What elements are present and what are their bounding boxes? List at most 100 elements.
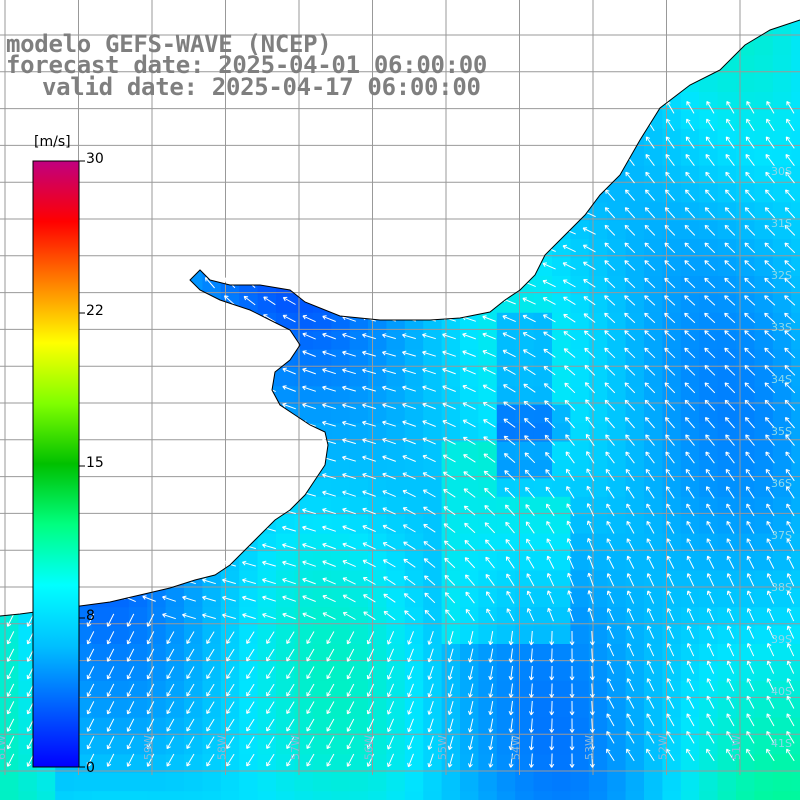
wind-arrow	[387, 718, 395, 733]
wind-arrow	[604, 330, 616, 341]
speed-cell	[478, 754, 498, 774]
wind-arrow	[202, 613, 216, 620]
wind-arrow	[382, 472, 396, 480]
wind-arrow	[246, 631, 255, 644]
wind-arrow	[606, 730, 615, 744]
speed-cell	[533, 478, 553, 498]
wind-arrow	[564, 399, 576, 411]
wind-arrow	[746, 503, 755, 517]
speed-cell	[368, 772, 387, 792]
speed-cell	[699, 552, 719, 571]
wind-arrow	[326, 648, 335, 662]
speed-cell	[588, 349, 608, 369]
speed-cell	[110, 772, 130, 792]
wind-arrow	[664, 330, 676, 341]
wind-arrow	[362, 577, 376, 585]
wind-arrow	[286, 753, 295, 767]
speed-cell	[349, 423, 369, 443]
wind-arrow	[624, 242, 636, 254]
speed-cell	[570, 515, 590, 535]
wind-arrow	[443, 489, 456, 498]
wind-arrow	[282, 525, 296, 532]
wind-arrow	[545, 451, 555, 464]
wind-arrow	[645, 434, 655, 446]
wind-arrow	[746, 607, 755, 622]
wind-arrow	[706, 713, 715, 727]
speed-cell	[588, 772, 608, 792]
speed-cell	[478, 607, 498, 627]
speed-cell	[460, 791, 479, 800]
wind-arrow	[382, 437, 396, 445]
wind-arrow	[266, 648, 275, 662]
wind-arrow	[382, 385, 396, 392]
speed-cell	[92, 680, 111, 700]
speed-cell	[644, 533, 663, 553]
speed-cell	[717, 404, 737, 424]
wind-arrow	[704, 312, 716, 324]
wind-arrow	[564, 365, 576, 376]
wind-arrow	[266, 683, 275, 697]
wind-arrow	[387, 683, 395, 698]
speed-cell	[202, 791, 222, 800]
speed-cell	[772, 184, 792, 203]
wind-arrow	[604, 382, 616, 394]
speed-cell	[147, 662, 167, 682]
wind-arrow	[666, 660, 675, 674]
wind-arrow	[528, 753, 534, 768]
speed-cell	[772, 202, 792, 222]
speed-cell	[533, 717, 553, 737]
wind-arrow	[665, 154, 675, 166]
wind-arrow	[706, 503, 715, 517]
speed-cell	[404, 736, 424, 755]
speed-cell	[92, 736, 111, 755]
speed-cell	[772, 662, 792, 682]
speed-cell	[460, 588, 479, 608]
speed-cell	[496, 736, 516, 755]
speed-cell	[552, 699, 571, 719]
speed-cell	[662, 791, 682, 800]
wind-arrow	[483, 436, 496, 446]
wind-arrow	[126, 683, 135, 697]
wind-arrow	[786, 503, 795, 517]
wind-arrow	[546, 520, 555, 534]
wind-arrow	[725, 189, 735, 201]
speed-cell	[276, 533, 295, 553]
speed-cell	[496, 423, 516, 443]
wind-arrow	[784, 312, 796, 324]
speed-cell	[239, 772, 259, 792]
speed-cell	[736, 772, 755, 792]
wind-arrow	[785, 136, 795, 149]
speed-cell	[772, 552, 792, 571]
speed-cell	[276, 515, 295, 535]
wind-arrow	[726, 555, 735, 569]
speed-cell	[570, 257, 590, 277]
speed-cell	[441, 772, 461, 792]
wind-arrow	[786, 520, 795, 534]
speed-cell	[184, 662, 203, 682]
speed-cell	[349, 478, 369, 498]
wind-arrow	[606, 748, 615, 762]
speed-cell	[644, 625, 663, 645]
wind-arrow	[322, 577, 336, 585]
wind-arrow	[286, 683, 295, 697]
wind-arrow	[342, 490, 356, 497]
wind-arrow	[423, 506, 436, 516]
speed-cell	[607, 441, 627, 461]
wind-arrow	[322, 455, 336, 462]
speed-cell	[570, 662, 590, 682]
wind-arrow	[523, 418, 536, 428]
wind-arrow	[766, 660, 775, 674]
speed-cell	[607, 791, 627, 800]
speed-cell	[588, 736, 608, 755]
wind-arrow	[468, 665, 474, 681]
speed-cell	[460, 699, 479, 719]
wind-arrow	[322, 315, 336, 322]
wind-arrow	[744, 207, 756, 219]
speed-cell	[625, 294, 645, 314]
wind-arrow	[342, 559, 356, 568]
speed-cell	[312, 478, 332, 498]
speed-cell	[423, 736, 443, 755]
speed-cell	[404, 754, 424, 774]
speed-cell	[404, 386, 424, 406]
wind-arrow	[589, 630, 595, 646]
